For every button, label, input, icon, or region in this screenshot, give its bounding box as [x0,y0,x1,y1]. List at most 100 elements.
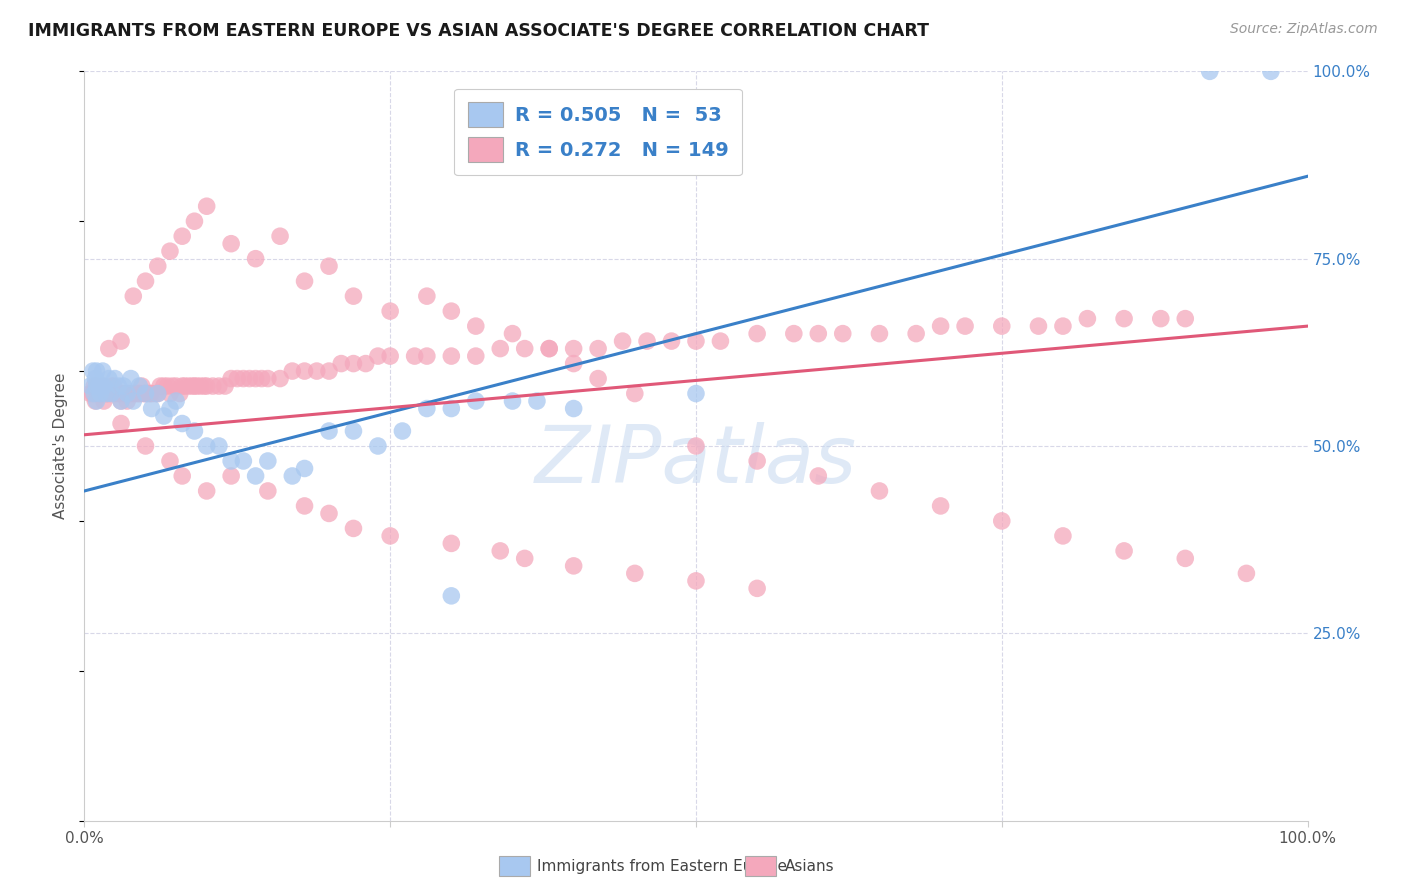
Point [538,342,561,356]
Point [128,386,150,401]
Point [219,469,242,483]
Point [318,507,340,521]
Point [624,386,647,401]
Point [135,439,157,453]
Point [100,379,122,393]
Point [367,439,389,453]
Point [685,574,707,588]
Point [294,364,316,378]
Point [156,379,179,393]
Point [747,454,769,468]
Point [807,326,830,341]
Point [139,386,162,401]
Point [91,364,114,378]
Point [391,424,413,438]
Point [464,394,486,409]
Point [135,274,157,288]
Point [586,342,609,356]
Point [1028,319,1050,334]
Point [1150,311,1173,326]
Point [305,364,328,378]
Point [97,342,120,356]
Point [869,326,891,341]
Point [219,371,242,385]
Point [342,289,364,303]
Point [685,334,707,348]
Point [380,529,402,543]
Point [135,386,157,401]
Point [110,334,132,348]
Point [380,349,402,363]
Point [1198,64,1220,78]
Text: Source: ZipAtlas.com: Source: ZipAtlas.com [1230,22,1378,37]
Point [93,379,115,393]
Point [250,371,273,385]
Point [195,483,218,498]
Point [141,386,163,401]
Point [132,386,155,401]
Point [190,379,212,393]
Point [513,342,536,356]
Point [136,386,159,401]
Point [122,386,145,401]
Point [159,454,181,468]
Point [131,379,153,393]
Point [747,582,769,596]
Point [586,371,609,385]
Point [100,386,122,401]
Text: ZIPatlas: ZIPatlas [534,422,858,500]
Point [294,461,316,475]
Point [86,379,108,393]
Point [905,326,928,341]
Point [709,334,731,348]
Point [183,214,205,228]
Point [193,379,215,393]
Point [87,386,110,401]
Point [165,379,187,393]
Point [208,379,231,393]
Point [562,558,585,573]
Point [195,379,218,393]
Point [269,229,291,244]
Point [502,394,524,409]
Point [219,236,242,251]
Point [354,357,377,371]
Point [141,401,163,416]
Point [135,386,157,401]
Point [146,259,169,273]
Point [489,342,512,356]
Point [257,454,280,468]
Point [86,394,108,409]
Point [404,349,426,363]
Point [146,386,169,401]
Point [226,371,249,385]
Y-axis label: Associate's Degree: Associate's Degree [53,373,69,519]
Point [1114,311,1136,326]
Point [1174,551,1197,566]
Point [245,252,267,266]
Point [201,379,224,393]
Point [685,386,707,401]
Point [238,371,260,385]
Point [464,349,486,363]
Point [342,521,364,535]
Point [172,469,194,483]
Point [183,424,205,438]
Point [195,439,218,453]
Point [172,379,194,393]
Point [181,379,204,393]
Point [127,386,149,401]
Point [562,342,585,356]
Point [219,454,242,468]
Point [685,439,707,453]
Point [115,386,138,401]
Point [173,379,195,393]
Point [97,386,120,401]
Point [82,364,104,378]
Point [513,551,536,566]
Text: Immigrants from Eastern Europe: Immigrants from Eastern Europe [537,859,787,873]
Point [149,379,172,393]
Point [1052,319,1074,334]
Point [105,386,128,401]
Point [562,401,585,416]
